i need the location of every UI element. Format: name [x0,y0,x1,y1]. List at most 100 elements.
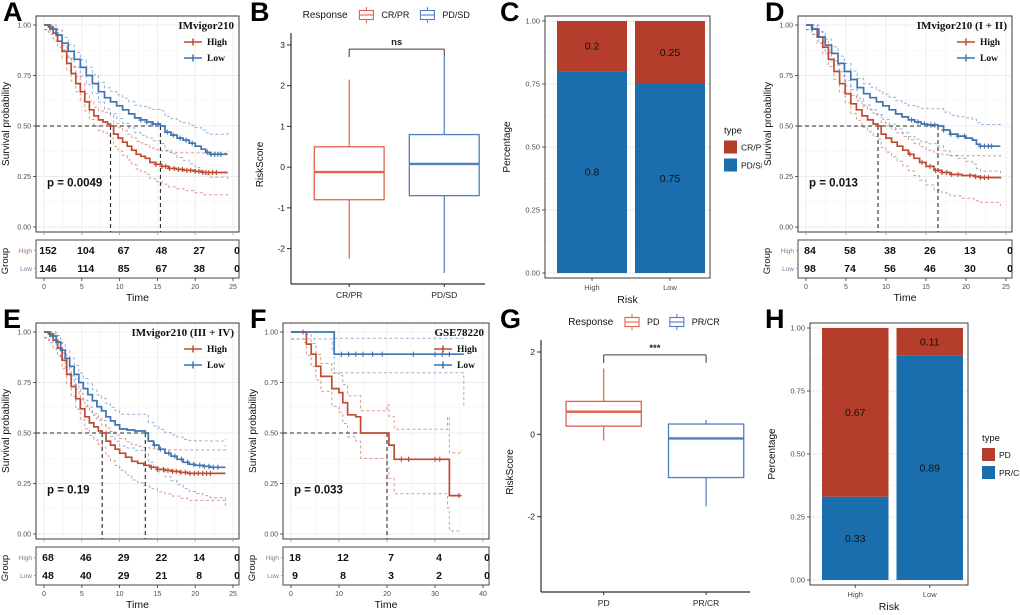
svg-text:-2: -2 [277,244,285,254]
svg-text:PD/SD: PD/SD [741,161,762,171]
svg-text:IMvigor210: IMvigor210 [178,20,234,32]
svg-text:10: 10 [335,591,343,598]
boxplot-riskscore-pd-prcr: 2 0 -2 PD PR/CR *** RiskScore Response PD PR/CR [505,314,750,608]
svg-text:104: 104 [77,245,95,257]
svg-text:0.75: 0.75 [525,80,540,89]
svg-text:22: 22 [156,552,168,564]
svg-text:Low: Low [20,266,32,273]
svg-text:0.25: 0.25 [264,481,278,488]
svg-text:0: 0 [234,245,240,257]
svg-text:PR/CR: PR/CR [692,317,721,327]
svg-text:5: 5 [844,284,848,291]
svg-text:PD: PD [598,598,610,608]
svg-text:40: 40 [479,591,487,598]
svg-text:High: High [848,590,863,599]
svg-text:Low: Low [663,283,677,292]
svg-text:46: 46 [924,263,936,275]
svg-text:0: 0 [234,570,240,582]
panel-letter-H: H [765,304,785,334]
svg-text:25: 25 [229,284,237,291]
svg-text:CR/PR: CR/PR [741,143,762,153]
svg-text:0.11: 0.11 [920,336,940,348]
svg-text:0.00: 0.00 [264,532,278,539]
svg-text:85: 85 [118,263,130,275]
svg-text:Time: Time [375,599,398,611]
svg-text:3: 3 [280,40,285,50]
svg-text:10: 10 [116,591,124,598]
svg-text:0: 0 [42,591,46,598]
panel-letter-B: B [250,0,270,27]
svg-text:56: 56 [884,263,896,275]
svg-text:0.67: 0.67 [845,407,866,419]
svg-text:0.25: 0.25 [660,47,681,59]
svg-text:0.50: 0.50 [525,143,540,152]
svg-text:18: 18 [289,552,301,564]
svg-text:58: 58 [844,245,856,257]
svg-text:Percentage: Percentage [502,121,513,173]
panel-letter-G: G [500,304,522,334]
svg-text:0: 0 [234,263,240,275]
panel-A: A 1.00 0.75 0.50 0.25 0.00 IMvigor210 High Low p… [0,0,247,307]
svg-text:1.00: 1.00 [779,23,793,30]
svg-text:0.75: 0.75 [790,387,805,396]
svg-text:46: 46 [80,552,92,564]
km-plot-imvigor210-stage1-2: 1.00 0.75 0.50 0.25 0.00 IMvigor210 (I + II) H… [762,15,1013,304]
svg-text:1.00: 1.00 [790,324,805,333]
svg-text:146: 146 [39,263,57,275]
svg-text:p = 0.0049: p = 0.0049 [47,178,102,190]
svg-text:2: 2 [280,81,285,91]
svg-text:13: 13 [964,245,976,257]
svg-text:20: 20 [191,591,199,598]
svg-text:High: High [781,248,795,255]
svg-text:0: 0 [280,162,285,172]
panel-G: G 2 0 -2 PD PR/CR *** RiskScore Response PD PR/CR [497,304,762,615]
svg-text:Risk: Risk [879,601,900,613]
svg-text:PD/SD: PD/SD [431,290,457,300]
svg-text:67: 67 [156,263,168,275]
svg-text:Time: Time [894,292,917,304]
svg-text:Percentage: Percentage [767,428,778,480]
svg-text:RiskScore: RiskScore [505,449,516,495]
km-plot-gse78220: 1.00 0.75 0.50 0.25 0.00 GSE78220 High Low p = 0… [247,322,490,611]
svg-text:2: 2 [530,347,535,357]
svg-text:10: 10 [116,284,124,291]
svg-text:0.00: 0.00 [779,225,793,232]
svg-text:Survival probability: Survival probability [763,82,774,166]
svg-text:RiskScore: RiskScore [255,141,266,187]
svg-text:IMvigor210 (III + IV): IMvigor210 (III + IV) [131,327,234,339]
panel-B: B 3 2 1 0 -1 -2 CR/PR PD/SD ns RiskScore Response C… [247,0,497,307]
svg-text:Survival probability: Survival probability [1,82,12,166]
svg-text:8: 8 [340,570,346,582]
svg-text:5: 5 [80,284,84,291]
svg-text:0: 0 [804,284,808,291]
svg-text:29: 29 [118,570,130,582]
svg-text:0.75: 0.75 [17,73,31,80]
svg-text:0: 0 [530,429,535,439]
svg-text:High: High [19,555,33,562]
panel-letter-D: D [765,0,785,27]
svg-text:High: High [584,283,599,292]
svg-text:PR/CR: PR/CR [999,468,1020,478]
panel-E: E 1.00 0.75 0.50 0.25 0.00 IMvigor210 (III + … [0,304,247,615]
svg-text:0: 0 [484,552,490,564]
svg-text:Low: Low [980,54,998,64]
svg-text:PR/CR: PR/CR [693,598,719,608]
svg-text:p = 0.013: p = 0.013 [809,178,858,190]
svg-text:Group: Group [247,555,258,581]
svg-text:26: 26 [924,245,936,257]
svg-text:0.75: 0.75 [660,173,681,185]
svg-text:114: 114 [77,263,94,275]
svg-text:0: 0 [1007,245,1013,257]
svg-text:21: 21 [156,570,168,582]
svg-text:9: 9 [292,570,298,582]
boxplot-riskscore-crpr-pdsd: 3 2 1 0 -1 -2 CR/PR PD/SD ns RiskScore Response CR/… [255,7,485,300]
svg-text:74: 74 [844,263,856,275]
svg-text:0.25: 0.25 [17,174,31,181]
svg-text:0: 0 [484,570,490,582]
svg-text:PD: PD [647,317,660,327]
svg-text:CR/PR: CR/PR [381,10,410,20]
svg-text:0.50: 0.50 [264,431,278,438]
svg-text:Low: Low [782,266,794,273]
panel-C: C 1.00 0.75 0.50 0.25 0.00 0.2 0.8 High 0.25 0.75… [497,0,762,307]
